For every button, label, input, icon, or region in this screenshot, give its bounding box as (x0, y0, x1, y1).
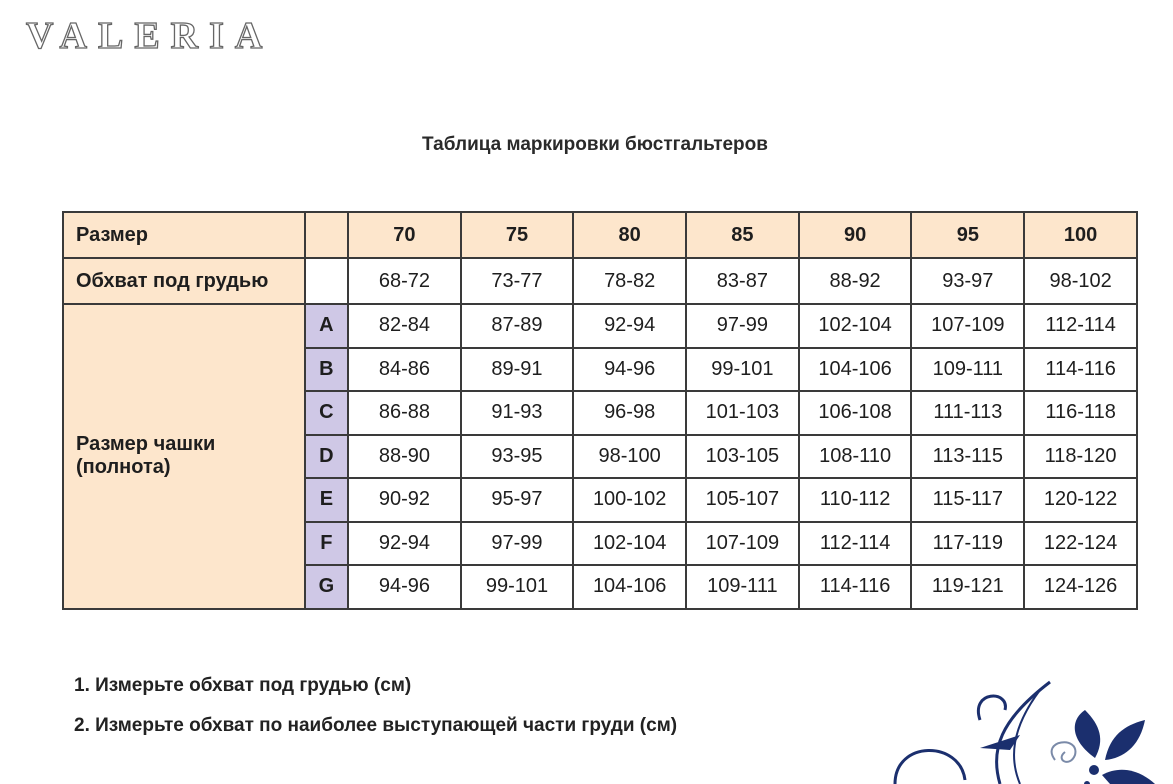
bust-value: 124-126 (1023, 564, 1138, 610)
bust-value: 99-101 (459, 564, 575, 610)
underbust-value: 73-77 (459, 257, 575, 305)
bust-value: 95-97 (459, 477, 575, 523)
bust-value: 104-106 (797, 346, 913, 392)
bust-value: 112-114 (1023, 303, 1138, 349)
bust-value: 122-124 (1023, 520, 1138, 566)
bust-value: 98-100 (572, 433, 688, 479)
bust-value: 82-84 (347, 303, 462, 349)
header-row: Размер 70 75 80 85 90 95 100 (62, 211, 1138, 259)
band-size: 85 (685, 211, 800, 259)
brand-logo: VALERIA (25, 14, 274, 57)
underbust-value: 88-92 (797, 257, 913, 305)
bust-value: 84-86 (347, 346, 462, 392)
underbust-row: Обхват под грудью 68-72 73-77 78-82 83-87 88-… (62, 257, 1138, 305)
underbust-label: Обхват под грудью (62, 257, 306, 305)
cup-row: B 84-86 89-91 94-96 99-101 104-106 109-111 114-… (63, 346, 1138, 392)
bust-value: 96-98 (572, 390, 688, 436)
bust-value: 113-115 (910, 433, 1026, 479)
bust-value: 93-95 (459, 433, 575, 479)
cup-letter: C (303, 390, 350, 436)
band-size: 70 (347, 211, 462, 259)
bust-value: 109-111 (685, 564, 800, 610)
step-1: 1. Измерьте обхват под грудью (см) (74, 675, 412, 696)
bust-value: 107-109 (910, 303, 1026, 349)
bust-value: 108-110 (797, 433, 913, 479)
bust-value: 91-93 (459, 390, 575, 436)
bust-value: 106-108 (797, 390, 913, 436)
cup-letter: B (303, 346, 350, 392)
cup-label-line-1: Размер чашки (76, 433, 216, 456)
bust-value: 114-116 (1023, 346, 1138, 392)
cup-letter: A (303, 303, 350, 349)
bust-value: 112-114 (797, 520, 913, 566)
cup-letter: G (303, 564, 350, 610)
bust-value: 104-106 (572, 564, 688, 610)
cup-letter: D (303, 433, 350, 479)
page-title: Таблица маркировки бюстгальтеров (422, 134, 768, 155)
step-2: 2. Измерьте обхват по наиболее выступающ… (74, 715, 678, 736)
band-size: 95 (910, 211, 1026, 259)
bust-value: 92-94 (347, 520, 462, 566)
bust-value: 86-88 (347, 390, 462, 436)
cup-row: F 92-94 97-99 102-104 107-109 112-114 117-119 1… (63, 520, 1138, 566)
cup-row: D 88-90 93-95 98-100 103-105 108-110 113-115 11… (63, 433, 1138, 479)
bust-value: 119-121 (910, 564, 1026, 610)
empty-cell (303, 257, 350, 305)
cup-row: E 90-92 95-97 100-102 105-107 110-112 115-117 1… (63, 477, 1138, 523)
empty-cell (303, 211, 350, 259)
bust-value: 111-113 (910, 390, 1026, 436)
bust-value: 90-92 (347, 477, 462, 523)
bust-value: 117-119 (910, 520, 1026, 566)
band-size: 100 (1023, 211, 1138, 259)
bust-value: 100-102 (572, 477, 688, 523)
cup-letter: F (303, 520, 350, 566)
bust-value: 120-122 (1023, 477, 1138, 523)
underbust-value: 68-72 (347, 257, 462, 305)
bust-value: 103-105 (685, 433, 800, 479)
cup-row: G 94-96 99-101 104-106 109-111 114-116 119-121… (63, 564, 1138, 610)
floral-ornament-icon (893, 680, 1155, 784)
size-label: Размер (62, 211, 306, 259)
bust-value: 99-101 (685, 346, 800, 392)
bust-value: 89-91 (459, 346, 575, 392)
bust-value: 116-118 (1023, 390, 1138, 436)
size-table: Размер 70 75 80 85 90 95 100 Обхват под грудью 68… (62, 211, 1138, 610)
instructions: 1. Измерьте обхват под грудью (см) 2. Из… (74, 666, 677, 746)
cup-row: Размер чашки (полнота) A 82-84 87-89 92-94 97-… (62, 303, 1138, 610)
underbust-value: 78-82 (572, 257, 688, 305)
bust-value: 94-96 (572, 346, 688, 392)
band-size: 75 (459, 211, 575, 259)
underbust-value: 83-87 (685, 257, 800, 305)
bust-value: 118-120 (1023, 433, 1138, 479)
bust-value: 115-117 (910, 477, 1026, 523)
underbust-value: 93-97 (910, 257, 1026, 305)
bust-value: 97-99 (685, 303, 800, 349)
bust-value: 114-116 (797, 564, 913, 610)
band-size: 90 (797, 211, 913, 259)
bust-value: 110-112 (797, 477, 913, 523)
cup-row: C 86-88 91-93 96-98 101-103 106-108 111-113 116… (63, 390, 1138, 436)
cup-size-label: Размер чашки (полнота) (62, 303, 306, 610)
bust-value: 87-89 (459, 303, 575, 349)
bust-value: 94-96 (347, 564, 462, 610)
cup-label-line-2: (полнота) (76, 456, 171, 479)
bust-value: 101-103 (685, 390, 800, 436)
bust-value: 102-104 (572, 520, 688, 566)
cup-letter: E (303, 477, 350, 523)
bust-value: 92-94 (572, 303, 688, 349)
band-size: 80 (572, 211, 688, 259)
bust-value: 107-109 (685, 520, 800, 566)
bust-value: 102-104 (797, 303, 913, 349)
bust-value: 109-111 (910, 346, 1026, 392)
bust-value: 105-107 (685, 477, 800, 523)
underbust-value: 98-102 (1023, 257, 1138, 305)
bust-value: 97-99 (459, 520, 575, 566)
bust-value: 88-90 (347, 433, 462, 479)
